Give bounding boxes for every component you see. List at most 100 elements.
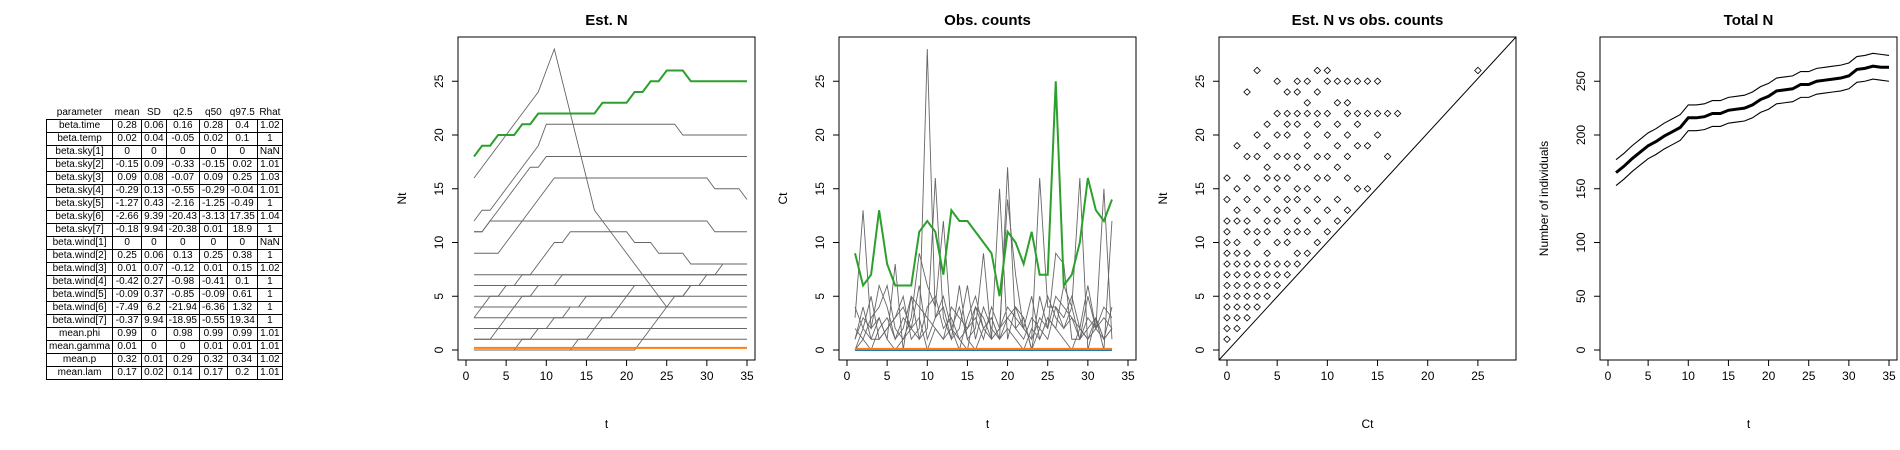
scatter-point [1283, 270, 1291, 279]
parameter-table: parameter mean SD q2.5 q50 q97.5 Rhat beta.tim… [45, 106, 283, 380]
scatter-point [1223, 217, 1231, 225]
x-tick-label: 0 [844, 369, 851, 383]
table-cell: -0.42 [112, 275, 143, 289]
series-line-grey [473, 47, 747, 308]
scatter-point [1293, 217, 1302, 225]
table-cell: -0.07 [165, 171, 200, 185]
table-cell: 0.15 [226, 262, 258, 276]
scatter-point [1323, 109, 1332, 118]
scatter-point [1233, 184, 1241, 193]
scatter-point [1293, 195, 1302, 204]
x-tick-label: 25 [1041, 369, 1055, 383]
table-cell: -0.98 [165, 275, 200, 289]
table-cell: beta.wind[1] [45, 236, 114, 250]
y-tick-label: 5 [813, 293, 827, 300]
scatter-point [1293, 120, 1302, 129]
table-cell: 0.2 [226, 366, 258, 380]
table-cell: -0.09 [112, 288, 143, 302]
table-cell: 1.02 [256, 262, 283, 276]
table-cell: -21.94 [165, 301, 200, 315]
scatter-point [1283, 206, 1291, 215]
x-tick-label: 0 [1224, 369, 1231, 383]
table-row: mean.lam 0.17 0.02 0.14 0.17 0.2 1.01 [45, 366, 283, 380]
table-row: beta.temp 0.02 0.04 -0.05 0.02 0.1 1 [45, 132, 283, 146]
table-cell: NaN [256, 145, 283, 159]
scatter-point [1263, 270, 1271, 279]
table-cell: 0.01 [112, 340, 143, 354]
table-cell: 0 [226, 145, 258, 159]
chart-title: Obs. counts [944, 12, 1031, 29]
x-tick-label: 15 [580, 369, 594, 383]
table-cell: 0.01 [198, 223, 228, 237]
scatter-point [1243, 195, 1251, 204]
table-cell: 0.99 [112, 327, 143, 341]
table-cell: 0.02 [226, 158, 258, 172]
table-cell: 0.02 [198, 132, 228, 146]
table-header-cell: q97.5 [229, 107, 255, 118]
table-header-row: parameter mean SD q2.5 q50 q97.5 Rhat [47, 106, 283, 120]
table-row: beta.wind[1] 0 0 0 0 0 NaN [45, 236, 283, 250]
scatter-point [1273, 77, 1281, 86]
scatter-point [1303, 249, 1312, 258]
table-cell: 0 [226, 236, 258, 250]
table-cell: 0.61 [226, 288, 258, 302]
table-row: beta.wind[6] -7.49 6.2 -21.94 -6.36 1.32 1 [45, 301, 283, 315]
scatter-point [1283, 152, 1291, 161]
scatter-point [1363, 141, 1372, 150]
scatter-point [1353, 184, 1362, 193]
scatter-point [1283, 131, 1291, 139]
scatter-point [1263, 195, 1271, 204]
scatter-point [1233, 206, 1241, 215]
scatter-point [1293, 88, 1302, 96]
scatter-point [1303, 163, 1312, 172]
table-cell: -0.55 [165, 184, 200, 198]
table-cell: 19.34 [226, 314, 258, 328]
scatter-point [1243, 217, 1251, 225]
scatter-point [1343, 77, 1352, 86]
table-cell: beta.wind[3] [45, 262, 114, 276]
scatter-point [1303, 141, 1312, 150]
table-cell: 0.4 [226, 119, 258, 133]
x-tick-label: 20 [1001, 369, 1015, 383]
scatter-point [1323, 206, 1332, 215]
scatter-point [1223, 227, 1231, 236]
x-tick-label: 20 [620, 369, 634, 383]
table-cell: 0.13 [141, 184, 167, 198]
scatter-point [1313, 238, 1322, 247]
table-cell: -0.09 [198, 288, 228, 302]
scatter-point [1313, 120, 1322, 129]
scatter-point [1323, 174, 1332, 182]
plot-frame [1218, 36, 1517, 361]
chart-panel-0: Est. N t Nt 0 5 10 15 20 25 30 35 0 5 10 15 20 25 [395, 12, 756, 431]
scatter-point [1363, 109, 1372, 118]
x-tick-label: 0 [463, 369, 470, 383]
table-cell: 0.01 [226, 340, 258, 354]
scatter-point [1474, 66, 1482, 75]
table-cell: -0.33 [165, 158, 200, 172]
table-cell: -0.15 [198, 158, 228, 172]
table-cell: mean.lam [45, 366, 114, 380]
table-cell: -0.29 [112, 184, 143, 198]
table-cell: 1.01 [256, 366, 283, 380]
x-tick-label: 5 [503, 369, 510, 383]
scatter-point [1263, 217, 1271, 225]
scatter-point [1263, 292, 1271, 301]
scatter-point [1303, 98, 1312, 107]
x-tick-label: 25 [660, 369, 674, 383]
table-cell: 0.1 [226, 275, 258, 289]
scatter-point [1273, 206, 1281, 215]
table-cell: 17.35 [226, 210, 258, 224]
scatter-point [1323, 152, 1332, 161]
series-line-grey [474, 274, 747, 340]
scatter-point [1333, 98, 1342, 107]
series-line-grey [854, 305, 1113, 352]
x-axis-label: Ct [1362, 417, 1375, 431]
table-cell: 0.02 [112, 132, 143, 146]
scatter-point [1263, 249, 1271, 258]
scatter-point [1303, 109, 1312, 118]
x-tick-label: 30 [1842, 369, 1856, 383]
scatter-point [1313, 174, 1322, 182]
table-cell: 0 [198, 145, 228, 159]
table-cell: 1.01 [256, 340, 283, 354]
scatter-point [1373, 77, 1382, 86]
